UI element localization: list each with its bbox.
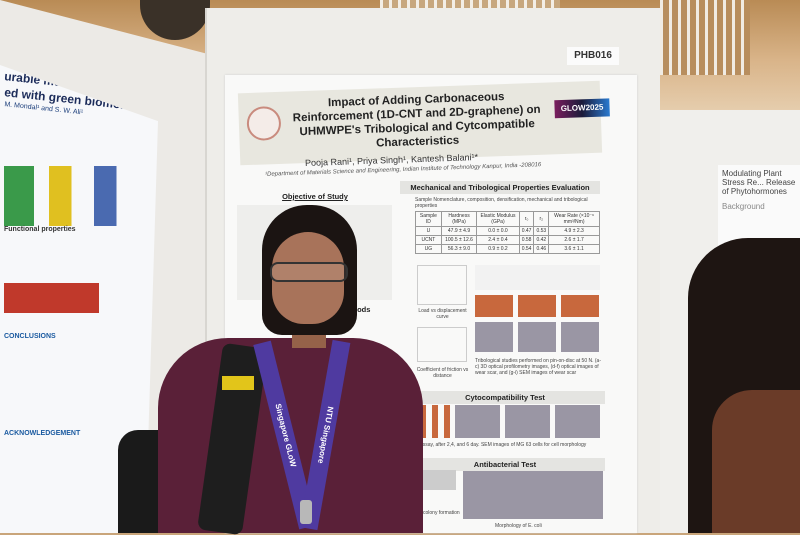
table-row: U 47.9 ± 4.9 0.0 ± 0.0 0.47 0.53 4.9 ± 2.3 — [415, 226, 600, 236]
attendee-shoulder — [712, 390, 800, 533]
left-poster-ack: ACKNOWLEDGEMENT — [4, 430, 81, 437]
booth-label: PHB016 — [567, 47, 619, 65]
th: Wear Rate (×10⁻⁶ mm³/Nm) — [548, 211, 600, 227]
td: 100.5 ± 12.6 — [440, 235, 478, 245]
td: UG — [415, 244, 442, 254]
optical-image — [518, 295, 556, 317]
load-chart — [417, 265, 467, 305]
cyto-sem — [455, 405, 500, 438]
left-poster-chart — [4, 166, 154, 226]
right-poster-background: Background — [722, 202, 765, 211]
td: 0.0 ± 0.0 — [476, 226, 520, 236]
th: r₂ — [533, 211, 550, 227]
td: 0.47 — [518, 226, 535, 236]
optical-image — [475, 295, 513, 317]
td: 2.4 ± 0.4 — [476, 235, 520, 245]
cyto-chart — [420, 405, 450, 438]
td: 0.54 — [518, 244, 535, 254]
objective-heading: Objective of Study — [282, 192, 348, 201]
left-poster-conclusions: CONCLUSIONS — [4, 333, 56, 340]
right-poster-title: Modulating Plant Stress Re... Release of… — [722, 169, 796, 196]
badge-clip — [300, 500, 312, 524]
poster-title: Impact of Adding Carbonaceous Reinforcem… — [292, 91, 541, 150]
td: 56.3 ± 9.0 — [440, 244, 478, 254]
antibac-heading: Antibacterial Test — [405, 458, 605, 471]
sem-image — [518, 322, 556, 352]
left-poster-table — [4, 283, 99, 313]
th: Elastic Modulus (GPa) — [476, 211, 520, 227]
td: 0.58 — [518, 235, 535, 245]
cof-chart — [417, 327, 467, 362]
td: 3.6 ± 1.1 — [548, 244, 600, 254]
td: 0.46 — [533, 244, 550, 254]
cof-caption: Coefficient of friction vs distance — [416, 367, 469, 379]
mechanical-intro: Sample Nomenclature, composition, densif… — [415, 197, 588, 209]
td: 2.6 ± 1.7 — [548, 235, 600, 245]
td: 0.53 — [533, 226, 550, 236]
td: 0.9 ± 0.2 — [476, 244, 520, 254]
cyto-sem — [505, 405, 550, 438]
table-row: UG 56.3 ± 9.0 0.9 ± 0.2 0.54 0.46 3.6 ± 1.1 — [415, 244, 600, 254]
iit-kanpur-logo — [246, 105, 282, 142]
title-band: Impact of Adding Carbonaceous Reinforcem… — [237, 80, 610, 166]
mechanical-heading: Mechanical and Tribological Properties E… — [400, 181, 600, 194]
th: Sample ID — [415, 211, 442, 227]
morph-caption: Morphology of E. coli — [495, 523, 542, 529]
td: U — [415, 226, 442, 236]
cyto-caption: assay, after 2,4, and 6 day. SEM images … — [420, 442, 587, 448]
td: 47.9 ± 4.9 — [440, 226, 478, 236]
td: UCNT — [415, 235, 442, 245]
th: r₀ — [518, 211, 535, 227]
bacteria-sem — [463, 471, 603, 519]
td: 0.42 — [533, 235, 550, 245]
td: 4.9 ± 2.3 — [548, 226, 600, 236]
left-poster-functional: Functional properties — [4, 226, 76, 233]
presenter-face — [272, 232, 344, 324]
th: Hardness (MPa) — [440, 211, 478, 227]
glasses-icon — [270, 262, 348, 282]
strap-tag — [222, 376, 254, 390]
sem-image — [561, 322, 599, 352]
cyto-sem — [555, 405, 600, 438]
properties-table: Sample ID Hardness (MPa) Elastic Modulus (… — [415, 211, 600, 254]
tribo-caption: Tribological studies performed on pin-on… — [475, 358, 601, 376]
optical-image — [561, 295, 599, 317]
table-header-row: Sample ID Hardness (MPa) Elastic Modulus (… — [415, 211, 600, 227]
glow-logo: GLOW2025 — [554, 98, 610, 119]
table-row: UCNT 100.5 ± 12.6 2.4 ± 0.4 0.58 0.42 2.6 ± 1… — [415, 235, 600, 245]
balcony-railing-right — [660, 0, 750, 75]
sem-image — [475, 322, 513, 352]
cyto-heading: Cytocompatibility Test — [405, 391, 605, 404]
profilometry-images — [475, 265, 600, 290]
petri-dishes — [423, 470, 456, 490]
load-caption: Load vs displacement curve — [418, 308, 467, 320]
colony-caption: colony formation — [423, 510, 460, 516]
